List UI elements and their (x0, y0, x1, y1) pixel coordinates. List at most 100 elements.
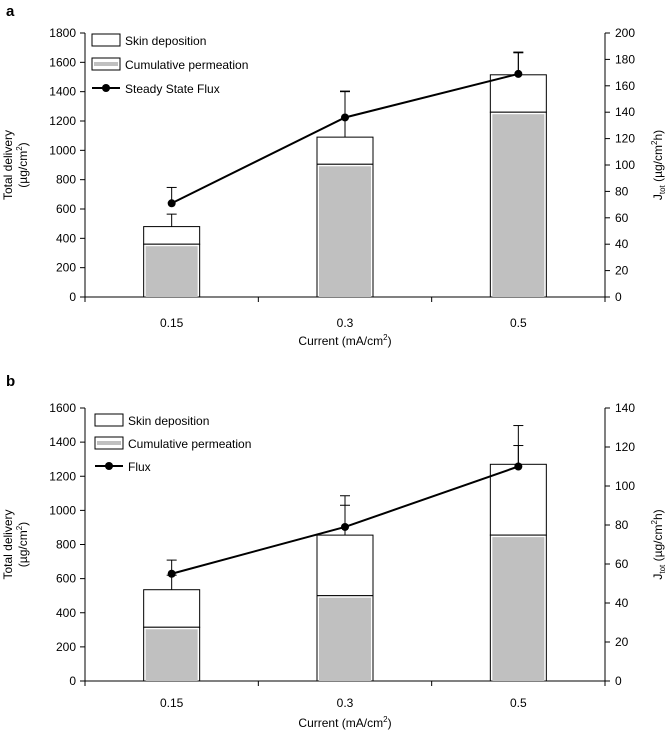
x-tick-label: 0.3 (337, 316, 354, 330)
legend-swatch-permeation (94, 62, 118, 66)
bar-skin-deposition (143, 226, 201, 245)
legend: Skin deposition Cumulative permeation Stea… (91, 33, 248, 96)
y-tick-label: 0 (69, 290, 76, 304)
y2-axis-label-text: Jtot (µg/cm2h) (650, 509, 667, 579)
bar-cumulative-permeation (145, 246, 198, 297)
y2-tick-label: 60 (615, 557, 629, 571)
bar-cumulative-permeation (319, 166, 371, 297)
legend-label-cumulative-permeation: Cumulative permeation (125, 58, 248, 72)
y-axis-label-line2: (µg/cm2) (15, 142, 30, 187)
y-tick-label: 1600 (49, 401, 76, 415)
y2-tick-label: 180 (615, 52, 635, 66)
y-tick-label: 600 (56, 202, 76, 216)
x-tick-label: 0.3 (337, 696, 354, 710)
y2-tick-label: 0 (615, 290, 622, 304)
legend-label-cumulative-permeation: Cumulative permeation (128, 437, 251, 451)
y2-axis-label-j: J (651, 194, 665, 200)
y-tick-label: 1400 (49, 435, 76, 449)
x-axis-label-text: Current (mA/cm (298, 716, 383, 730)
y2-tick-label: 0 (615, 674, 622, 688)
bar-skin-deposition (143, 589, 201, 628)
y2-axis-label-sup: 2 (650, 519, 659, 524)
x-tick-label: 0.5 (510, 696, 527, 710)
y2-tick-label: 160 (615, 79, 635, 93)
y-tick-label: 1800 (49, 26, 76, 40)
y2-tick-label: 20 (615, 264, 629, 278)
y2-tick-label: 200 (615, 26, 635, 40)
legend-swatch-flux-point (102, 84, 110, 92)
flux-point (341, 113, 349, 122)
y-tick-label: 400 (56, 606, 76, 620)
legend-label-flux: Flux (128, 460, 151, 474)
bar-skin-deposition (489, 74, 547, 113)
y2-tick-label: 40 (615, 237, 629, 251)
y-tick-label: 800 (56, 538, 76, 552)
y2-tick-label: 140 (615, 105, 635, 119)
flux-point (514, 69, 523, 78)
bar-cumulative-permeation (492, 537, 545, 681)
y2-tick-label: 120 (615, 440, 635, 454)
y-axis-label-line2-close: ) (16, 522, 30, 526)
bar-cumulative-permeation (319, 597, 371, 681)
y-axis-label-line2: (µg/cm2) (15, 522, 30, 567)
bar-skin-deposition (316, 136, 374, 165)
y-tick-label: 1000 (49, 143, 76, 157)
legend-label-skin-deposition: Skin deposition (128, 414, 209, 428)
x-axis-label: Current (mA/cm2) (298, 715, 391, 730)
y2-tick-label: 80 (615, 518, 629, 532)
x-axis-label: Current (mA/cm2) (298, 333, 391, 348)
x-axis-label-sup: 2 (383, 333, 388, 342)
y2-tick-label: 60 (615, 211, 629, 225)
bar-cumulative-permeation (492, 114, 545, 297)
flux-point (167, 199, 176, 208)
chart-panel-a: 0 200 400 600 800 1000 1200 1400 1600 1800 0 20 40 60… (1, 26, 667, 348)
legend-label-skin-deposition: Skin deposition (125, 34, 206, 48)
y-tick-label: 800 (56, 173, 76, 187)
y-tick-label: 200 (56, 640, 76, 654)
legend: Skin deposition Cumulative permeation Flux (94, 413, 251, 474)
x-axis-label-close: ) (388, 334, 392, 348)
y2-axis-label: Jtot (µg/cm2h) (650, 130, 667, 200)
flux-point (167, 569, 176, 578)
x-axis-label-sup: 2 (383, 715, 388, 724)
y-axis-label-line1: Total delivery (1, 130, 15, 200)
y2-axis-label-close: h) (651, 130, 665, 141)
y2-tick-label: 20 (615, 635, 629, 649)
y-tick-label: 600 (56, 572, 76, 586)
y2-tick-label: 40 (615, 596, 629, 610)
legend-label-flux: Steady State Flux (125, 82, 220, 96)
x-axis-label-text: Current (mA/cm (298, 334, 383, 348)
bar-skin-deposition (489, 463, 547, 536)
y2-axis-label-unit: (µg/cm (651, 145, 665, 185)
y-tick-label: 200 (56, 261, 76, 275)
y-axis-label-line2-sup: 2 (15, 146, 24, 151)
y-axis-label-line2-close: ) (16, 142, 30, 146)
y-axis-label: Total delivery (µg/cm2) (1, 130, 30, 200)
y2-tick-label: 140 (615, 401, 635, 415)
y2-axis-label-sup: 2 (650, 140, 659, 145)
y2-tick-label: 80 (615, 184, 629, 198)
y2-tick-label: 100 (615, 158, 635, 172)
y-tick-label: 400 (56, 231, 76, 245)
x-axis-label-close: ) (388, 716, 392, 730)
y-axis-label-line2-text: (µg/cm (16, 151, 30, 188)
legend-swatch-permeation (97, 441, 121, 445)
legend-swatch-skin-deposition (91, 33, 121, 47)
x-tick-label: 0.15 (160, 696, 184, 710)
x-tick-label: 0.15 (160, 316, 184, 330)
bar-cumulative-permeation (145, 629, 198, 681)
y2-axis-label-sub: tot (658, 184, 667, 194)
y-tick-label: 1000 (49, 503, 76, 517)
y2-axis-label-sub: tot (658, 564, 667, 574)
y-axis-label-line2-sup: 2 (15, 525, 24, 530)
y2-tick-label: 120 (615, 132, 635, 146)
y2-tick-label: 100 (615, 479, 635, 493)
y2-axis-label: Jtot (µg/cm2h) (650, 509, 667, 579)
x-tick-label: 0.5 (510, 316, 527, 330)
chart-panel-b: 0 200 400 600 800 1000 1200 1400 1600 0 20 40 60 80 10… (1, 401, 667, 730)
y-tick-label: 1600 (49, 55, 76, 69)
y2-axis-label-text: Jtot (µg/cm2h) (650, 130, 667, 200)
y-tick-label: 0 (69, 674, 76, 688)
legend-swatch-flux-point (105, 462, 113, 470)
